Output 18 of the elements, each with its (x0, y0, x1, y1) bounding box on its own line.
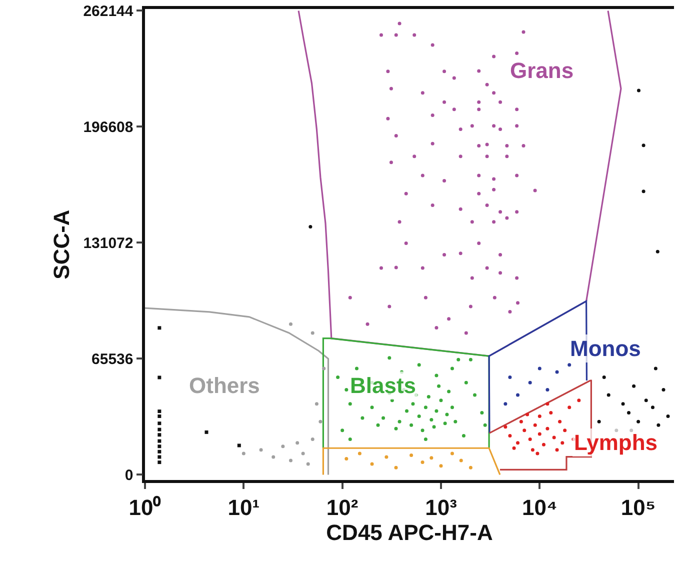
y-tick-label: 131072 (83, 234, 134, 252)
x-tick-label: 10⁰ (128, 495, 162, 520)
series-label: Blasts (350, 373, 416, 398)
x-axis-title: CD45 APC-H7-A (326, 520, 493, 546)
x-tick-label: 10⁴ (522, 495, 558, 520)
y-tick-label: 0 (124, 466, 134, 484)
series-label: Lymphs (574, 430, 658, 455)
series-label: Grans (510, 58, 574, 83)
x-tick-label: 10⁵ (620, 495, 656, 520)
y-axis-title: SCC-A (48, 210, 74, 280)
text: Others (189, 373, 260, 398)
x-tick-label: 10³ (425, 495, 457, 520)
x-tick-label: 10¹ (228, 495, 260, 520)
x-tick-label: 10² (326, 495, 358, 520)
series-label: Monos (570, 336, 641, 361)
y-tick-label: 196608 (83, 118, 134, 136)
y-tick-label: 262144 (83, 2, 134, 20)
y-tick-label: 65536 (92, 350, 134, 368)
